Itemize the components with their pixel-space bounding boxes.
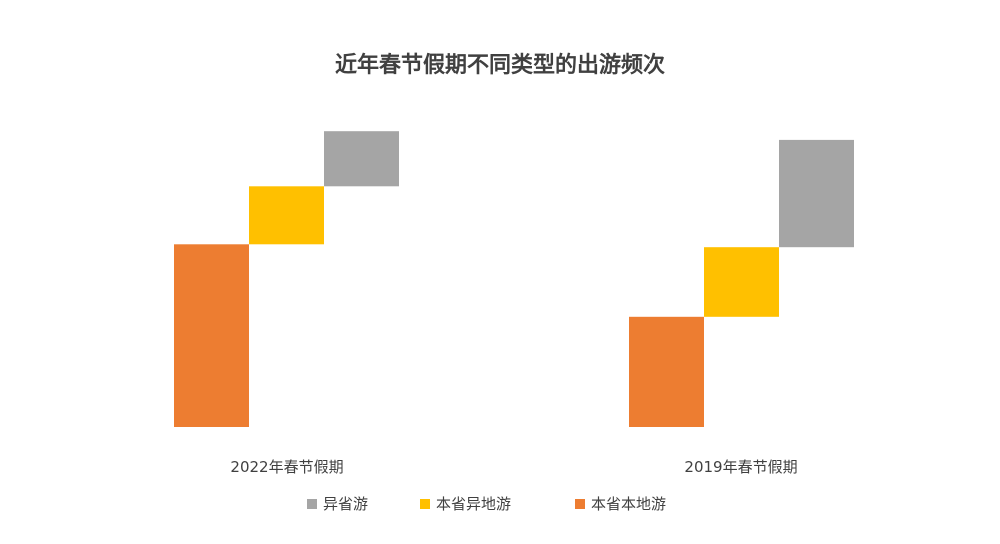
legend-swatch bbox=[307, 499, 317, 509]
bar-segment bbox=[324, 131, 399, 187]
category-label: 2022年春节假期 bbox=[230, 458, 343, 476]
legend: 异省游 本省异地游 本省本地游 bbox=[307, 495, 666, 513]
bar-segment bbox=[174, 244, 249, 427]
chart-title: 近年春节假期不同类型的出游频次 bbox=[335, 52, 665, 78]
legend-label: 本省异地游 bbox=[436, 495, 511, 513]
legend-swatch bbox=[575, 499, 585, 509]
legend-label: 异省游 bbox=[323, 495, 368, 513]
bar-segment bbox=[779, 139, 854, 248]
plot-area bbox=[174, 131, 854, 427]
category-labels: 2022年春节假期 2019年春节假期 bbox=[230, 458, 797, 476]
category-label: 2019年春节假期 bbox=[684, 458, 797, 476]
bar-segment bbox=[249, 186, 324, 245]
bar-segment bbox=[704, 247, 779, 317]
legend-label: 本省本地游 bbox=[591, 495, 666, 513]
bar-segment bbox=[629, 316, 704, 427]
legend-swatch bbox=[420, 499, 430, 509]
